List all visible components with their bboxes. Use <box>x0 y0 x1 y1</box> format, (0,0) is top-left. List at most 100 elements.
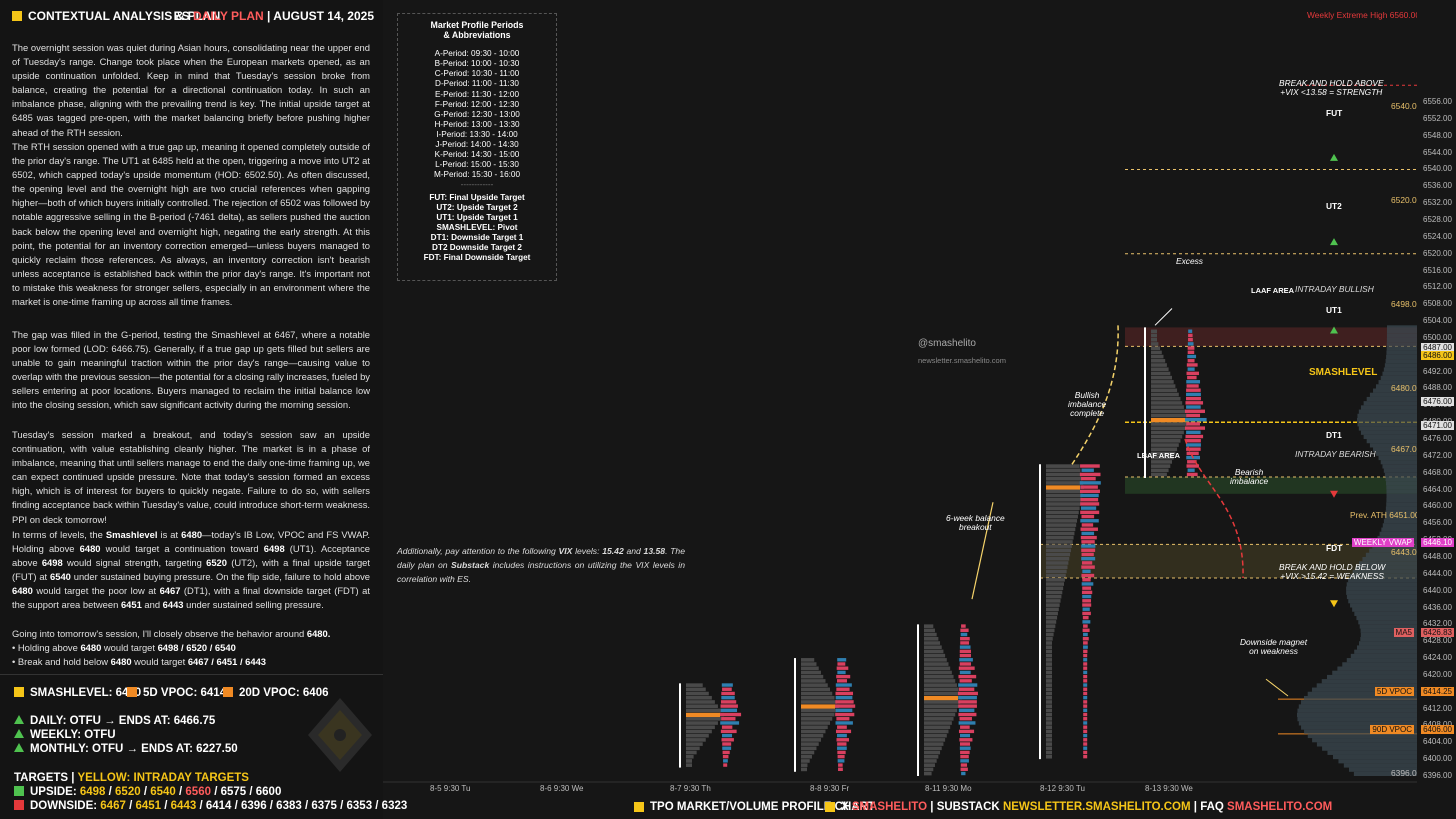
vix-note: Additionally, pay attention to the follo… <box>397 546 685 584</box>
composite-volume-bar <box>1363 434 1417 440</box>
panel-header: CONTEXTUAL ANALYSIS & PLAN ES DAILY PLAN… <box>12 9 374 29</box>
volume-delta-bar <box>1082 611 1091 616</box>
tpo-bar <box>1151 384 1176 388</box>
axis-tick-label: 6508.00 <box>1423 299 1452 309</box>
volume-delta-bar <box>1081 531 1095 536</box>
volume-delta-bar <box>720 721 740 725</box>
volume-delta-bar <box>961 771 966 776</box>
composite-volume-bar <box>1384 472 1417 477</box>
tpo-bar <box>924 746 942 751</box>
tpo-bar <box>1046 590 1063 595</box>
header-right: ES DAILY PLAN | AUGUST 14, 2025 <box>173 9 374 23</box>
composite-volume-bar <box>1298 704 1417 709</box>
volume-delta-bar <box>835 729 852 734</box>
axis-tag-6471: 6471.00 <box>1421 421 1454 430</box>
axis-tick-label: 6404.00 <box>1423 737 1452 747</box>
volume-delta-bar <box>1080 464 1100 468</box>
volume-delta-bar <box>958 695 977 700</box>
weekly-vwap-label: WEEKLY VWAP <box>1351 538 1414 547</box>
composite-volume-bar <box>1366 396 1417 402</box>
volume-delta-bar <box>835 695 853 700</box>
composite-volume-bar <box>1382 523 1417 528</box>
tpo-bar <box>686 721 718 725</box>
axis-tick-label: 6424.00 <box>1423 653 1452 663</box>
volume-delta-bar <box>722 687 732 691</box>
volume-delta-bar <box>1188 333 1193 338</box>
lbaf-area-label: LBAF AREA <box>1137 451 1181 460</box>
legend-abbr: DT1: Downside Target 1 <box>430 232 524 242</box>
volume-delta-bar <box>837 725 847 729</box>
tpo-bar <box>1151 451 1176 456</box>
volume-delta-bar <box>960 767 968 771</box>
tpo-bar <box>801 687 830 692</box>
composite-volume-bar <box>1386 337 1417 343</box>
axis-tick-label: 6460.00 <box>1423 501 1452 511</box>
composite-volume-bar <box>1386 485 1417 490</box>
volume-delta-bar <box>1186 396 1201 401</box>
intraday-bearish-label: INTRADAY BEARISH <box>1295 449 1376 459</box>
axis-tick-label: 6532.00 <box>1423 198 1452 208</box>
axis-tick-label: 6516.00 <box>1423 265 1452 275</box>
tpo-bar <box>801 729 826 734</box>
volume-delta-bar <box>1080 489 1100 493</box>
ma5-label: MA5 <box>1393 628 1414 637</box>
composite-volume-bar <box>1378 380 1417 385</box>
volume-delta-bar <box>1083 687 1088 691</box>
volume-delta-bar <box>836 687 850 691</box>
volume-delta-bar <box>959 649 971 654</box>
tpo-bar <box>924 750 941 755</box>
composite-volume-bar <box>1327 750 1417 755</box>
volume-delta-bar <box>960 759 969 763</box>
tpo-bar <box>1046 645 1052 650</box>
tpo-bar <box>686 746 700 751</box>
composite-volume-bar <box>1297 717 1417 722</box>
targets-upside: UPSIDE: 6498 / 6520 / 6540 / 6560 / 6575… <box>14 786 281 798</box>
tpo-bar <box>686 704 718 709</box>
tpo-bar <box>1151 443 1179 447</box>
direction-triangle <box>1330 238 1338 246</box>
volume-delta-bar <box>1083 725 1088 729</box>
legend-period: E-Period: 11:30 - 12:00 <box>434 89 520 99</box>
composite-volume-bar <box>1298 721 1417 726</box>
ma5-value: 6426.83 <box>1421 628 1454 637</box>
volume-delta-bar <box>721 725 733 729</box>
composite-volume-bar <box>1380 460 1417 465</box>
tpo-bar <box>686 742 703 746</box>
tpo-bar <box>1046 624 1056 628</box>
fut-value: 6540.00 <box>1391 101 1422 111</box>
tpo-bar <box>1046 481 1084 485</box>
footer-x-link[interactable]: X SMASHELITO | SUBSTACK NEWSLETTER.SMASH… <box>825 801 1332 813</box>
volume-delta-bar <box>1083 708 1088 713</box>
composite-volume-bar <box>1383 519 1417 524</box>
volume-delta-bar <box>1081 540 1095 544</box>
composite-volume-bar <box>1385 510 1417 515</box>
annotation-strength: BREAK AND HOLD ABOVE +VIX <13.58 = STRENG… <box>1279 78 1384 97</box>
volume-delta-bar <box>1186 422 1200 426</box>
tpo-bar <box>1151 439 1181 443</box>
composite-volume-bar <box>1360 405 1417 410</box>
composite-volume-bar <box>1362 556 1417 562</box>
ut2-value: 6520.00 <box>1391 195 1422 205</box>
composite-volume-bar <box>1360 632 1417 638</box>
axis-tick-label: 6556.00 <box>1423 97 1452 107</box>
volume-delta-bar <box>1080 519 1099 523</box>
tpo-bar <box>801 717 833 721</box>
volume-delta-bar <box>958 712 977 717</box>
tpo-profile-chart <box>383 84 1417 783</box>
volume-delta-bar <box>837 754 845 759</box>
volume-delta-bar <box>722 754 729 759</box>
tpo-bar <box>801 679 826 683</box>
legend-abbr: FUT: Final Upside Target <box>429 192 525 202</box>
volume-delta-bar <box>837 759 845 763</box>
composite-volume-bar <box>1360 430 1417 435</box>
volume-delta-bar <box>1187 346 1195 350</box>
volume-delta-bar <box>1186 443 1201 447</box>
volume-delta-bar <box>837 742 847 746</box>
tpo-bar <box>1046 552 1071 557</box>
composite-volume-bar <box>1369 443 1417 448</box>
tpo-bar <box>686 759 692 763</box>
fut-label: FUT <box>1326 108 1343 118</box>
volume-delta-bar <box>1081 552 1094 557</box>
yellow-square-icon <box>12 11 22 21</box>
tpo-bar <box>1046 472 1082 477</box>
